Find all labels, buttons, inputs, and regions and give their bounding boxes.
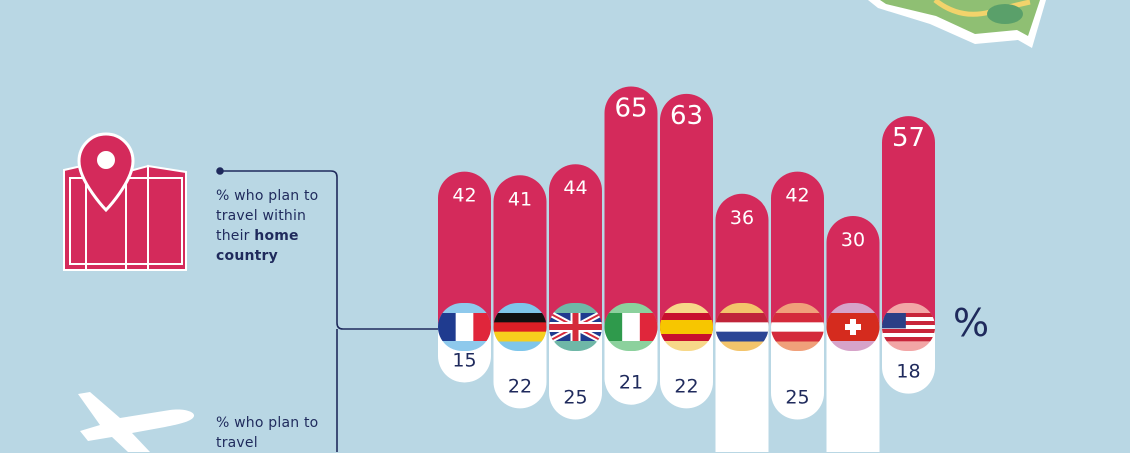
home-bar-3: [604, 86, 658, 328]
home-value-label-3: 65: [614, 94, 647, 124]
flag-netherlands: [715, 303, 769, 351]
abroad-bar-5: [715, 327, 769, 452]
travel-map-icon: [868, 0, 1046, 48]
flag-germany: [493, 303, 547, 351]
home-bar-6: [771, 171, 824, 327]
abroad-value-label-3: 21: [619, 372, 643, 394]
legend-home-bold: home country: [216, 228, 299, 264]
home-bar-2: [549, 164, 602, 327]
abroad-value-label-6: 25: [785, 387, 809, 409]
home-value-label-1: 41: [508, 188, 532, 210]
abroad-value-label-4: 22: [674, 375, 698, 397]
home-value-label-0: 42: [452, 185, 476, 207]
abroad-value-label-8: 18: [896, 361, 920, 383]
legend-connectors: [216, 167, 438, 452]
home-value-label-4: 63: [670, 101, 703, 131]
home-bar-7: [826, 216, 880, 327]
abroad-bar-2: [549, 327, 602, 420]
home-value-label-5: 36: [730, 207, 754, 229]
home-bar-0: [438, 171, 491, 327]
unit-label: %: [953, 301, 990, 345]
flag-italy: [604, 303, 658, 351]
home-bar-1: [493, 175, 547, 327]
flag-united-states: [882, 303, 935, 351]
flag-france: [438, 303, 491, 351]
bar-chart: 42 15 41 22 44 25 65 21 63 22 36 42 25 30 57 18: [438, 86, 935, 452]
home-bar-4: [660, 93, 713, 327]
flag-spain: [660, 303, 713, 351]
legend-travel: % who plan to travel: [216, 413, 336, 453]
home-bar-8: [882, 116, 935, 328]
home-value-label-7: 30: [841, 229, 865, 251]
legend-home-prefix: % who plan to travel within their: [216, 188, 319, 244]
abroad-bar-7: [826, 327, 880, 452]
home-value-label-8: 57: [892, 123, 925, 153]
flag-austria: [771, 303, 824, 351]
home-value-label-6: 42: [785, 185, 809, 207]
flag-switzerland: [826, 303, 880, 351]
legend-home-country: % who plan to travel within their home c…: [216, 186, 336, 266]
home-bar-5: [715, 193, 769, 327]
abroad-value-label-2: 25: [563, 387, 587, 409]
abroad-bar-6: [771, 327, 824, 420]
legend-abroad-prefix: % who plan to travel: [216, 415, 319, 451]
map-pin-icon: [77, 132, 135, 213]
home-value-label-2: 44: [563, 177, 587, 199]
flag-united-kingdom: [549, 303, 602, 351]
airplane-icon: [78, 392, 195, 452]
abroad-value-label-1: 22: [508, 375, 532, 397]
abroad-value-label-0: 15: [452, 350, 476, 372]
